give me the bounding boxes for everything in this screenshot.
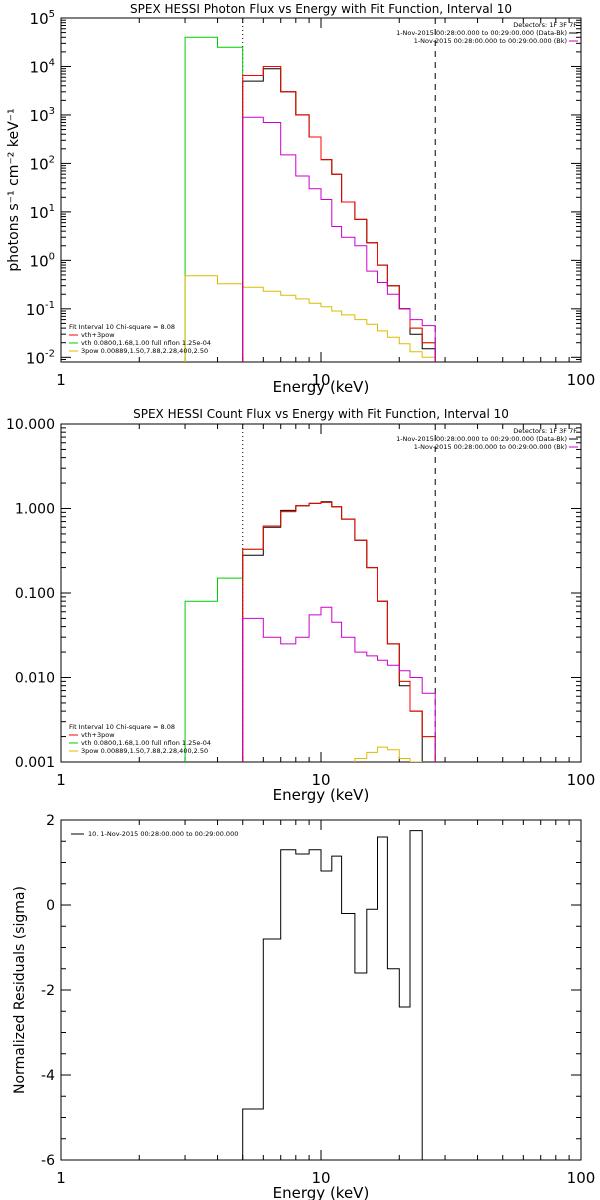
y-tick-base: 10 <box>30 252 49 270</box>
series-red-line <box>242 66 436 362</box>
series-area <box>184 36 436 362</box>
legend-bottom-left-text: Fit Interval 10 Chi-square = 8.08 <box>69 723 175 731</box>
legend-top-left-text: 10. 1-Nov-2015 00:28:00.000 to 00:29:00.… <box>88 830 238 838</box>
x-tick-label: 10 <box>311 371 330 389</box>
x-tick-label: 10 <box>311 771 330 789</box>
y-tick-label: 101 <box>30 203 55 222</box>
legend-top-right-text: 1-Nov-2015 00:28:00.000 to 00:29:00.000 … <box>396 435 567 443</box>
legend-bottom-left-text: vth+3pow <box>81 331 115 339</box>
y-tick-label: 102 <box>30 154 55 173</box>
y-tick-exponent: 3 <box>49 106 55 117</box>
y-axis-label: photons s⁻¹ cm⁻² keV⁻¹ <box>6 108 22 271</box>
y-tick-label: 1.000 <box>15 502 55 518</box>
legend-bottom-left-text: vth 0.0800,1.68,1.00 full nflon 1.25e-04 <box>81 739 211 747</box>
y-tick-base: 10 <box>26 349 45 367</box>
y-tick-base: 10 <box>30 155 49 173</box>
y-tick-label: 2 <box>46 813 55 829</box>
y-tick-exponent: 1 <box>49 203 55 214</box>
y-tick-base: 10 <box>30 107 49 125</box>
series-green-line <box>184 501 436 762</box>
series-data-line <box>242 501 436 762</box>
y-tick-exponent: 4 <box>49 57 55 68</box>
legend-top-right-text: 1-Nov-2015 00:28:00.000 to 00:29:00.000 … <box>414 37 567 45</box>
x-tick-label: 1 <box>56 371 66 389</box>
x-tick-label: 10 <box>311 1169 330 1187</box>
y-tick-label: 10.000 <box>6 417 55 433</box>
x-tick-label: 1 <box>56 1169 66 1187</box>
x-axis-label: Energy (keV) <box>273 786 370 804</box>
series-data-line <box>242 68 436 362</box>
x-tick-label: 100 <box>567 771 596 789</box>
y-tick-label: 0.010 <box>15 671 55 687</box>
y-tick-base: 10 <box>30 204 49 222</box>
y-tick-exponent: 2 <box>49 154 55 165</box>
y-tick-label: 0 <box>46 898 55 914</box>
x-tick-label: 100 <box>567 371 596 389</box>
plot-frame <box>60 423 582 763</box>
y-tick-base: 10 <box>26 301 45 319</box>
y-tick-label: 10-2 <box>26 348 55 367</box>
y-tick-label: 105 <box>30 9 55 28</box>
series-background-line <box>242 606 436 762</box>
x-tick-label: 1 <box>56 771 66 789</box>
legend-top-right-text: 1-Nov-2015 00:28:00.000 to 00:29:00.000 … <box>396 29 567 37</box>
y-tick-label: 0.001 <box>15 755 55 771</box>
chart-title: SPEX HESSI Count Flux vs Energy with Fit… <box>133 407 509 421</box>
legend-bottom-left-text: vth+3pow <box>81 731 115 739</box>
legend-bottom-left-text: vth 0.0800,1.68,1.00 full nflon 1.25e-04 <box>81 339 211 347</box>
y-tick-label: -2 <box>41 983 55 999</box>
legend-top-right-text: 1-Nov-2015 00:28:00.000 to 00:29:00.000 … <box>414 443 567 451</box>
y-tick-label: -6 <box>41 1153 55 1169</box>
x-axis-label: Energy (keV) <box>273 378 370 396</box>
y-tick-exponent: 5 <box>49 9 55 20</box>
legend-bottom-left-text: Fit Interval 10 Chi-square = 8.08 <box>69 323 175 331</box>
y-tick-exponent: 0 <box>49 251 55 262</box>
y-tick-exponent: -1 <box>45 300 55 311</box>
legend-top-right-text: Detectors: 1F 3F 7F <box>513 21 577 29</box>
y-tick-label: 103 <box>30 106 55 125</box>
legend-bottom-left-text: 3pow 0.00889,1.50,7.88,2.28,400,2.50 <box>81 347 208 355</box>
x-tick-label: 100 <box>567 1169 596 1187</box>
series-residuals-line <box>242 830 423 1160</box>
series-background-line <box>242 116 436 362</box>
chart-title: SPEX HESSI Photon Flux vs Energy with Fi… <box>130 2 512 16</box>
y-tick-label: 0.100 <box>15 586 55 602</box>
legend-top-right-text: Detectors: 1F 3F 7F <box>513 427 577 435</box>
series-area <box>184 501 436 762</box>
y-tick-label: 100 <box>30 251 55 270</box>
y-tick-label: -4 <box>41 1068 55 1084</box>
series-green-line <box>184 36 436 362</box>
x-axis-label: Energy (keV) <box>273 1184 370 1200</box>
series-yellow-line <box>184 275 436 362</box>
y-tick-exponent: -2 <box>45 348 55 359</box>
y-tick-label: 104 <box>30 57 55 76</box>
residuals-panel: 1 10 100 -6 -4 -2 0 2 Energy (keV) Normalized Res… <box>12 813 595 1200</box>
series-area <box>242 830 423 1160</box>
y-tick-base: 10 <box>30 58 49 76</box>
series-red-line <box>242 501 436 762</box>
y-tick-base: 10 <box>30 10 49 28</box>
y-tick-label: 10-1 <box>26 300 55 319</box>
y-axis-label: Normalized Residuals (sigma) <box>12 886 28 1094</box>
series-yellow-line <box>354 746 423 762</box>
legend-bottom-left-text: 3pow 0.00889,1.50,7.88,2.28,400,2.50 <box>81 747 208 755</box>
count-flux-panel: 1 10 100 0.001 0.010 0.100 1.000 10.000 SPEX HES… <box>6 407 595 804</box>
